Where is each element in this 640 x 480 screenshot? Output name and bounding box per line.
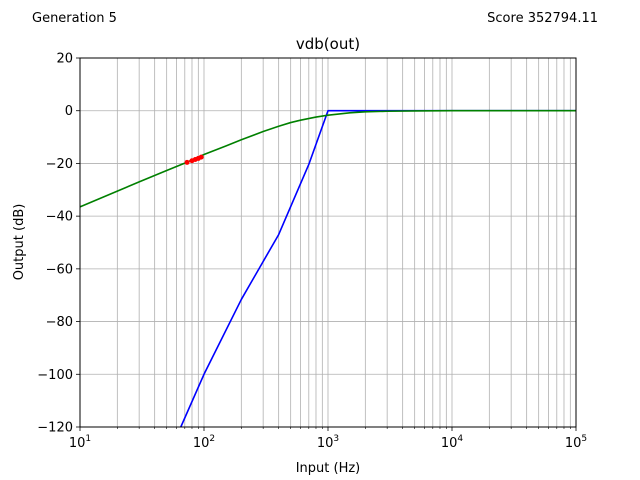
x-tick-label: 105 <box>565 434 587 451</box>
y-axis-label: Output (dB) <box>12 204 27 281</box>
score-label: Score 352794.11 <box>487 11 598 26</box>
y-tick-label: 0 <box>65 104 73 119</box>
x-tick-label: 103 <box>317 434 339 451</box>
chart-title: vdb(out) <box>296 35 360 53</box>
y-tick-label: −120 <box>37 421 73 436</box>
y-tick-label: −60 <box>46 262 73 277</box>
series-2-point <box>198 154 204 160</box>
x-tick-label: 101 <box>69 434 91 451</box>
grid <box>80 58 576 427</box>
x-tick-exponent: 1 <box>85 434 91 444</box>
generation-label: Generation 5 <box>32 11 117 26</box>
x-tick-base: 10 <box>565 436 582 451</box>
series-2-point <box>184 159 190 165</box>
y-tick-label: 20 <box>56 52 73 67</box>
x-axis-label: Input (Hz) <box>296 461 361 476</box>
x-tick-exponent: 2 <box>209 434 215 444</box>
series-1-line <box>80 109 576 208</box>
x-tick-exponent: 4 <box>457 434 463 444</box>
x-tick-label: 102 <box>193 434 215 451</box>
series-layer <box>80 109 576 427</box>
y-tick-label: −40 <box>46 210 73 225</box>
x-tick-exponent: 5 <box>581 434 587 444</box>
x-tick-base: 10 <box>317 436 334 451</box>
x-tick-label: 104 <box>441 434 464 451</box>
x-tick-base: 10 <box>441 436 458 451</box>
x-tick-exponent: 3 <box>333 434 339 444</box>
y-tick-label: −20 <box>46 157 73 172</box>
y-tick-label: −80 <box>46 315 73 330</box>
x-tick-base: 10 <box>69 436 86 451</box>
y-tick-label: −100 <box>37 368 73 383</box>
x-tick-base: 10 <box>193 436 210 451</box>
